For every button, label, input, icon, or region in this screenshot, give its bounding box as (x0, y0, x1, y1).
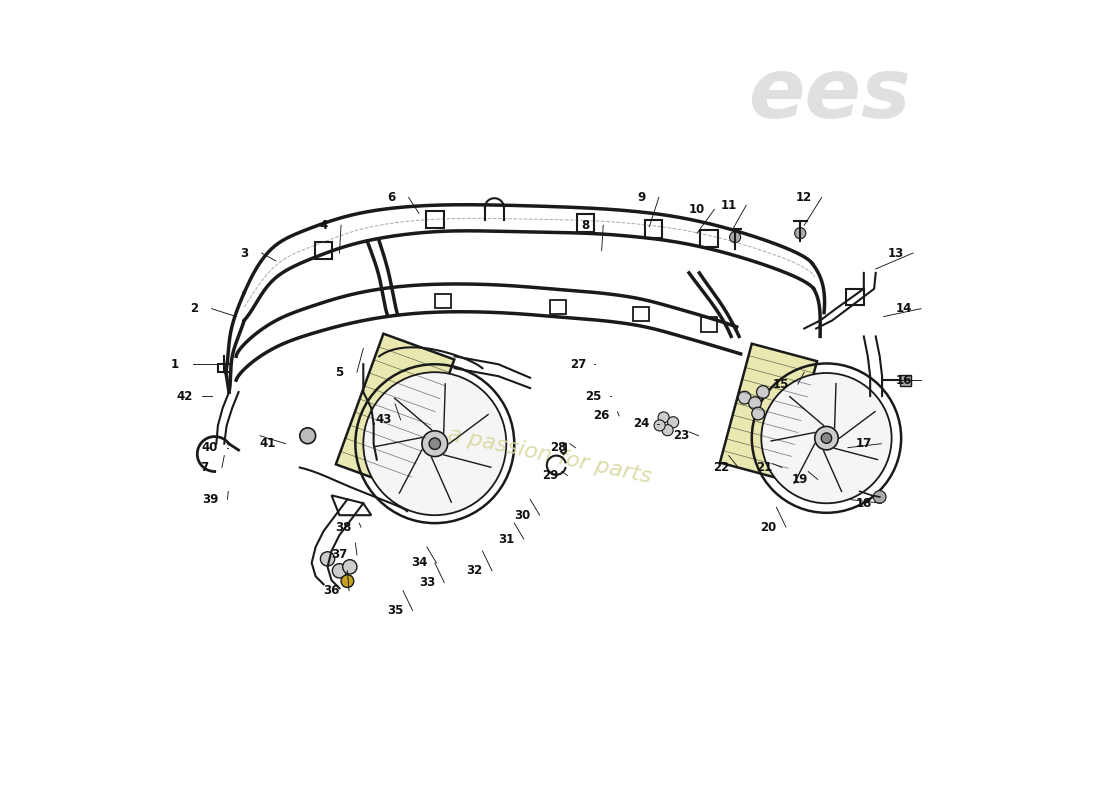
Text: 20: 20 (760, 521, 777, 534)
Circle shape (300, 428, 316, 444)
Text: ees: ees (749, 54, 912, 135)
Text: 14: 14 (895, 302, 912, 315)
Text: 34: 34 (410, 556, 427, 570)
Text: 1: 1 (170, 358, 179, 370)
Text: a passion for parts: a passion for parts (447, 424, 653, 487)
Text: 8: 8 (582, 218, 590, 232)
Circle shape (662, 425, 673, 436)
Text: 23: 23 (673, 430, 690, 442)
Circle shape (794, 228, 806, 238)
Text: 43: 43 (375, 414, 392, 426)
Circle shape (320, 552, 334, 566)
Text: 19: 19 (792, 473, 808, 486)
Text: 28: 28 (550, 441, 566, 454)
Circle shape (751, 407, 764, 420)
Text: 24: 24 (634, 418, 649, 430)
Text: 12: 12 (796, 191, 812, 204)
Text: 40: 40 (201, 441, 218, 454)
Bar (900, 374, 912, 386)
Bar (434, 294, 451, 308)
Text: 15: 15 (772, 378, 789, 390)
Circle shape (729, 231, 740, 242)
Text: 6: 6 (387, 191, 395, 204)
Bar (218, 364, 231, 372)
Text: 7: 7 (200, 461, 209, 474)
Text: 35: 35 (387, 604, 404, 617)
Circle shape (341, 574, 354, 587)
Text: 10: 10 (689, 203, 705, 216)
Polygon shape (336, 334, 454, 490)
Text: 36: 36 (323, 584, 340, 597)
Text: 41: 41 (260, 437, 276, 450)
Text: 27: 27 (570, 358, 586, 370)
Circle shape (668, 417, 679, 428)
Bar (426, 211, 443, 229)
Circle shape (654, 420, 666, 431)
Bar (634, 307, 649, 322)
Text: 22: 22 (713, 461, 729, 474)
Text: 5: 5 (336, 366, 343, 378)
Circle shape (343, 560, 358, 574)
Circle shape (749, 397, 761, 410)
Circle shape (363, 372, 506, 515)
Bar (578, 214, 594, 231)
Circle shape (738, 391, 751, 404)
Bar (701, 318, 717, 332)
Text: 33: 33 (419, 576, 435, 590)
Circle shape (761, 373, 892, 503)
Text: 39: 39 (201, 493, 218, 506)
Text: 11: 11 (720, 199, 737, 212)
Text: 42: 42 (176, 390, 192, 402)
Text: 37: 37 (331, 549, 348, 562)
Text: 30: 30 (514, 509, 530, 522)
Bar (550, 300, 565, 314)
Text: 21: 21 (757, 461, 772, 474)
Circle shape (429, 438, 440, 450)
Text: 9: 9 (637, 191, 646, 204)
Text: 2: 2 (190, 302, 198, 315)
Text: 29: 29 (542, 469, 558, 482)
Circle shape (815, 426, 838, 450)
Text: 18: 18 (856, 497, 872, 510)
Circle shape (757, 386, 769, 398)
Text: 26: 26 (594, 410, 609, 422)
Circle shape (873, 490, 887, 503)
Text: 17: 17 (856, 437, 872, 450)
Text: 31: 31 (498, 533, 515, 546)
Text: 38: 38 (336, 521, 352, 534)
Text: 25: 25 (585, 390, 602, 402)
Bar (315, 242, 332, 259)
Text: 16: 16 (895, 374, 912, 386)
Text: 13: 13 (888, 246, 904, 259)
Bar (645, 221, 662, 238)
Text: 4: 4 (319, 218, 328, 232)
Circle shape (822, 433, 832, 443)
Text: 32: 32 (466, 564, 483, 578)
Circle shape (422, 431, 448, 457)
Text: 3: 3 (240, 246, 249, 259)
Circle shape (658, 412, 669, 423)
Polygon shape (719, 344, 817, 480)
Circle shape (332, 564, 346, 578)
Bar (700, 230, 717, 247)
